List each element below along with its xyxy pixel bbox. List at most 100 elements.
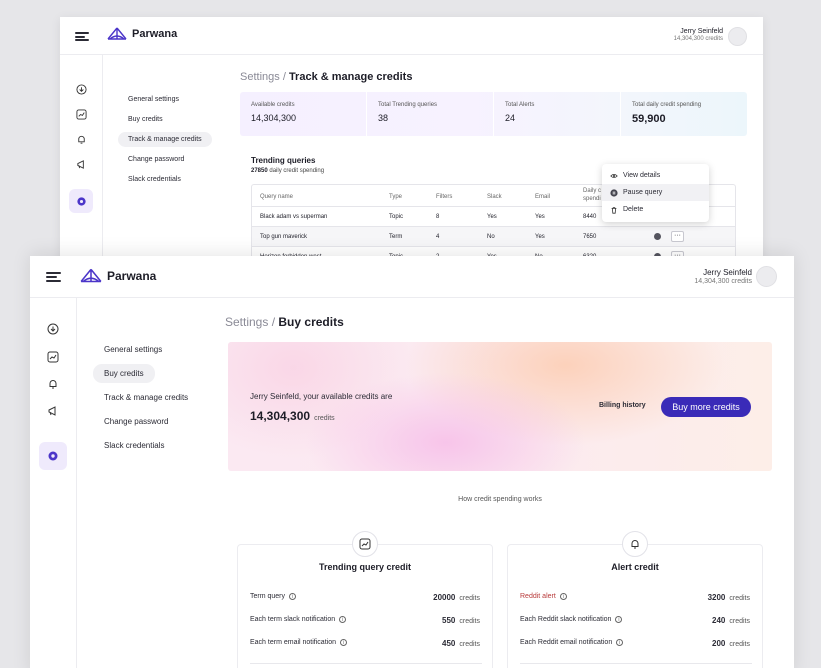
line-value: 550 [442,616,456,625]
download-icon [75,83,87,95]
nav-change-password[interactable]: Change password [128,156,185,163]
rail-download[interactable] [71,79,91,99]
line-label: Reddit alert [520,593,556,600]
info-icon[interactable]: i [339,616,347,623]
brand-name: Parwana [132,28,178,40]
rail-campaigns[interactable] [42,400,64,422]
col-filters[interactable]: Filters [436,194,453,200]
menu-view-details[interactable]: View details [602,167,709,184]
menu-label: Pause query [623,189,663,196]
bell-icon [631,540,639,549]
credit-line: Term query i 20000 credits [250,593,480,603]
rail-trending[interactable] [42,346,64,368]
cell-daily: 8440 [583,214,597,220]
nav-general-settings[interactable]: General settings [104,345,163,354]
line-unit: credits [729,641,750,648]
chart-icon [359,538,371,550]
cell-slack: No [487,234,495,240]
brand-name: Parwana [107,269,157,283]
menu-label: View details [623,172,661,179]
page-title: Track & manage credits [288,71,413,83]
stat-value: 59,900 [632,113,666,125]
billing-history-link[interactable]: Billing history [599,402,646,409]
stat-label: Total Alerts [505,102,535,108]
how-credit-spending-works: How credit spending works [458,496,542,503]
stat-label: Available credits [251,102,295,108]
stats-strip: Available credits 14,304,300 Total Trend… [240,92,747,136]
stat-value: 24 [505,113,516,123]
menu-icon[interactable] [46,272,61,282]
col-email[interactable]: Email [535,194,551,200]
credits-amount: 14,304,300 [250,409,311,423]
brand-logo[interactable]: Parwana [107,27,177,41]
stat-label: Total Trending queries [378,102,438,108]
buy-more-credits-button[interactable]: Buy more credits [661,397,751,417]
track-credits-window: Parwana Jerry Seinfeld 14,304,300 credit… [60,17,763,262]
table-header: Query name Type Filters Slack Email Dail… [252,185,735,207]
brand-logo[interactable]: Parwana [80,268,156,284]
table-row[interactable]: Black adam vs superman Topic 8 Yes Yes 8… [252,207,735,227]
top-bar: Parwana Jerry Seinfeld 14,304,300 credit… [30,256,794,298]
info-icon[interactable]: i [339,639,347,646]
trending-query-credit-card: Trending query credit Term query i 20000 c… [237,531,493,668]
avatar[interactable] [728,27,747,46]
info-icon[interactable]: i [616,639,624,646]
info-icon[interactable]: i [615,616,623,623]
breadcrumb-separator: / [282,71,286,83]
col-daily-1[interactable]: Daily c [583,188,602,194]
nav-slack-credentials[interactable]: Slack credentials [104,441,165,450]
nav-buy-credits[interactable]: Buy credits [128,116,163,123]
card-divider [250,663,482,668]
menu-delete[interactable]: Delete [602,201,709,218]
line-unit: credits [459,618,480,625]
menu-icon[interactable] [75,32,89,41]
rail-campaigns[interactable] [71,154,91,174]
menu-pause-query[interactable]: Pause query [602,184,709,201]
available-credits: 14,304,300 credits [250,409,335,423]
stat-trending-queries: Total Trending queries 38 [367,92,494,136]
line-value: 200 [712,639,726,648]
stat-daily-spending: Total daily credit spending 59,900 [621,92,747,136]
rail-trending[interactable] [71,104,91,124]
card-icon [622,531,648,557]
user-credits: 14,304,300 credits [694,278,752,285]
trending-spending-value: 27850 [251,168,268,174]
pause-icon[interactable] [654,233,661,240]
avatar[interactable] [756,266,777,287]
line-label: Term query [250,593,286,600]
alert-credit-card: Alert credit Reddit alert i 3200 credits E… [507,531,763,668]
nav-change-password[interactable]: Change password [104,417,169,426]
stat-value: 14,304,300 [251,113,297,123]
nav-track-manage-credits[interactable]: Track & manage credits [104,393,189,402]
breadcrumb-separator: / [271,315,276,329]
eye-icon [610,173,618,178]
breadcrumb-root[interactable]: Settings [225,315,269,329]
row-more-button[interactable]: ··· [671,231,684,242]
rail-alerts[interactable] [42,373,64,395]
info-icon[interactable]: i [559,593,567,600]
credits-unit: credits [314,415,335,422]
col-query-name[interactable]: Query name [260,194,294,200]
card-icon [352,531,378,557]
bell-icon [77,135,85,144]
line-unit: credits [729,618,750,625]
rail-alerts[interactable] [71,129,91,149]
info-icon[interactable]: i [289,593,297,600]
nav-slack-credentials[interactable]: Slack credentials [128,176,181,183]
stat-value: 38 [378,113,389,123]
nav-buy-credits[interactable]: Buy credits [93,364,155,383]
megaphone-icon [76,159,84,169]
nav-general-settings[interactable]: General settings [128,96,179,103]
rail-settings[interactable] [69,189,93,213]
table-row[interactable]: Top gun maverick Term 4 No Yes 7650 ··· [252,227,735,247]
breadcrumb-root[interactable]: Settings [240,71,280,83]
rail-settings[interactable] [39,442,67,470]
settings-nav: General settings Buy credits Track & man… [93,340,199,460]
cell-slack: Yes [487,214,497,220]
rail-download[interactable] [42,318,64,340]
nav-track-manage-credits[interactable]: Track & manage credits [118,132,212,147]
col-slack[interactable]: Slack [487,194,502,200]
credit-line: Each term slack notification i 550 credits [250,616,480,626]
col-type[interactable]: Type [389,194,403,200]
cell-email: Yes [535,214,545,220]
